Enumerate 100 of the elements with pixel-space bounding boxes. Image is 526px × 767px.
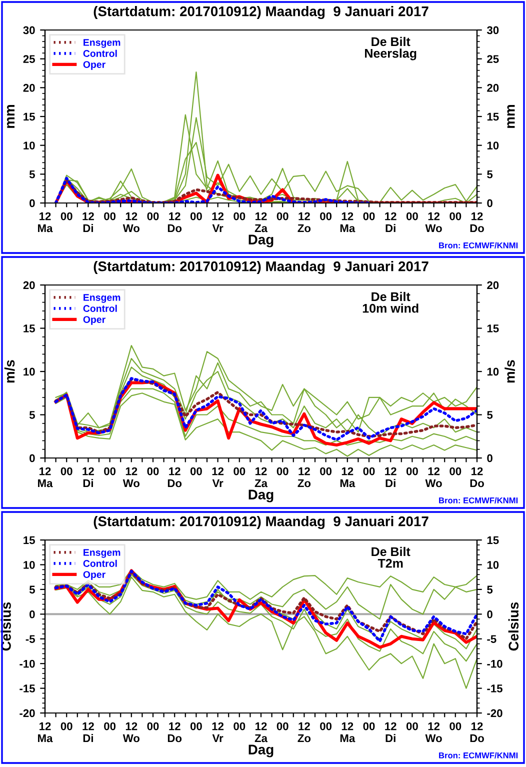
x-tick-label: 00 [276, 467, 288, 476]
x-tick-label: 00 [104, 722, 116, 730]
x-tick-label: 00 [234, 212, 246, 220]
text: Bron: ECMWF/KNMI [439, 752, 518, 758]
x-tick-label: 00 [450, 722, 462, 730]
x-tick-label: 12 Za [254, 722, 268, 742]
x-tick-label: 00 [320, 212, 332, 220]
y-tick-label: 15 [24, 536, 35, 544]
y2-tick-label: 10 [487, 560, 499, 569]
x-tick-label: 12 Ma [38, 212, 53, 232]
legend-label: Oper [83, 571, 106, 580]
x-tick-label: 00 [406, 722, 418, 730]
y2-tick-label: 0 [487, 454, 492, 462]
x-tick-label: 00 [363, 467, 375, 476]
y-axis-title: mm [7, 105, 14, 128]
y-axis-title: Celsius [0, 602, 11, 651]
y-tick-label: 0 [30, 610, 35, 618]
y-tick-label: 10 [24, 142, 35, 150]
y-tick-label: 5 [29, 170, 35, 178]
x-axis-title: Dag [248, 234, 274, 248]
x-tick-label: 12 Zo [298, 212, 311, 232]
y2-axis-title: Celsius [508, 602, 519, 651]
y2-tick-label: 30 [486, 26, 499, 34]
x-tick-label: 12 Di [82, 212, 94, 232]
y-tick-label: -5 [26, 635, 35, 643]
y-tick-label: 10 [24, 560, 35, 569]
x-tick-label: 00 [320, 722, 332, 730]
x-tick-label: 00 [276, 212, 288, 220]
x-tick-label: 00 [147, 722, 159, 730]
annotation: De Bilt T2m [372, 546, 410, 568]
y2-tick-label: 15 [487, 536, 499, 544]
x-tick-label: 00 [104, 212, 116, 220]
x-tick-label: 00 [276, 722, 288, 730]
legend-label: Ensgem [84, 39, 120, 48]
x-tick-label: 12 Za [254, 212, 268, 232]
x-tick-label: 12 Di [82, 467, 94, 488]
annotation: De Bilt 10m wind [362, 292, 418, 313]
x-tick-label: 00 [190, 467, 202, 476]
x-tick-label: 12 Di [385, 722, 396, 742]
x-tick-label: 12 Do [470, 722, 484, 742]
x-tick-label: 12 Ma [340, 212, 356, 232]
y2-tick-label: 5 [487, 411, 493, 419]
x-tick-label: 00 [234, 467, 246, 476]
legend-label: Control [83, 560, 117, 567]
y-tick-label: 20 [23, 281, 35, 290]
y-tick-label: -10 [20, 660, 35, 668]
x-tick-label: 00 [320, 467, 332, 476]
chart-title: (Startdatum: 2017010912) Maandag 9 Januari 2017 [94, 6, 428, 20]
x-tick-label: 12 Do [470, 467, 484, 488]
x-tick-label: 00 [234, 722, 246, 730]
y2-axis-title: m/s [504, 360, 515, 383]
legend-label: Control [83, 304, 117, 312]
y2-tick-label: 20 [487, 281, 499, 290]
legend-label: Ensgem [84, 549, 120, 558]
text: Bron: ECMWF/KNMI [439, 242, 518, 248]
y2-tick-label: -20 [487, 709, 502, 718]
x-tick-label: 12 Wo [122, 212, 140, 232]
x-tick-label: 00 [406, 212, 418, 220]
y2-tick-label: 5 [487, 170, 493, 178]
x-tick-label: 12 Ma [38, 722, 53, 742]
y-tick-label: 10 [24, 368, 35, 376]
x-tick-label: 12 Di [82, 722, 94, 742]
x-tick-label: 00 [147, 467, 159, 476]
y-tick-label: 25 [23, 55, 35, 63]
x-tick-label: 12 Wo [122, 467, 140, 488]
y-tick-label: 0 [30, 454, 35, 462]
y2-tick-label: 25 [487, 55, 499, 63]
y2-tick-label: 10 [487, 142, 499, 150]
x-tick-label: 12 Do [168, 467, 182, 488]
x-tick-label: 12 Do [168, 212, 182, 232]
y2-tick-label: 20 [487, 84, 499, 92]
x-tick-label: 00 [450, 467, 462, 476]
x-tick-label: 12 Do [470, 212, 484, 232]
y-tick-label: 5 [29, 411, 35, 419]
y-tick-label: 30 [23, 26, 35, 34]
x-tick-label: 12 Ma [340, 722, 356, 742]
y-tick-label: -15 [20, 684, 35, 692]
x-tick-label: 00 [363, 212, 375, 220]
x-tick-label: 12 Do [168, 722, 182, 742]
x-tick-label: 12 Wo [122, 722, 140, 742]
x-tick-label: 12 Vr [212, 467, 224, 488]
x-tick-label: 00 [450, 212, 462, 220]
legend-label: Oper [83, 61, 106, 70]
y2-tick-label: 15 [487, 112, 499, 121]
y-axis-title: m/s [4, 360, 15, 383]
legend-label: Control [83, 50, 117, 57]
legend-label: Oper [83, 316, 106, 325]
x-tick-label: 12 Di [385, 212, 396, 232]
y2-tick-label: -15 [487, 684, 502, 692]
y-tick-label: 0 [30, 199, 35, 208]
x-tick-label: 12 Vr [212, 212, 224, 232]
x-axis-title: Dag [248, 490, 274, 502]
y2-tick-label: 10 [487, 368, 499, 376]
x-tick-label: 12 Wo [425, 212, 442, 232]
x-tick-label: 12 Ma [340, 467, 356, 488]
x-tick-label: 12 Di [385, 467, 396, 488]
y2-tick-label: 5 [487, 586, 493, 594]
x-tick-label: 12 Za [254, 467, 268, 488]
annotation: De Bilt Neerslag [365, 36, 416, 60]
y-tick-label: 15 [24, 112, 35, 121]
